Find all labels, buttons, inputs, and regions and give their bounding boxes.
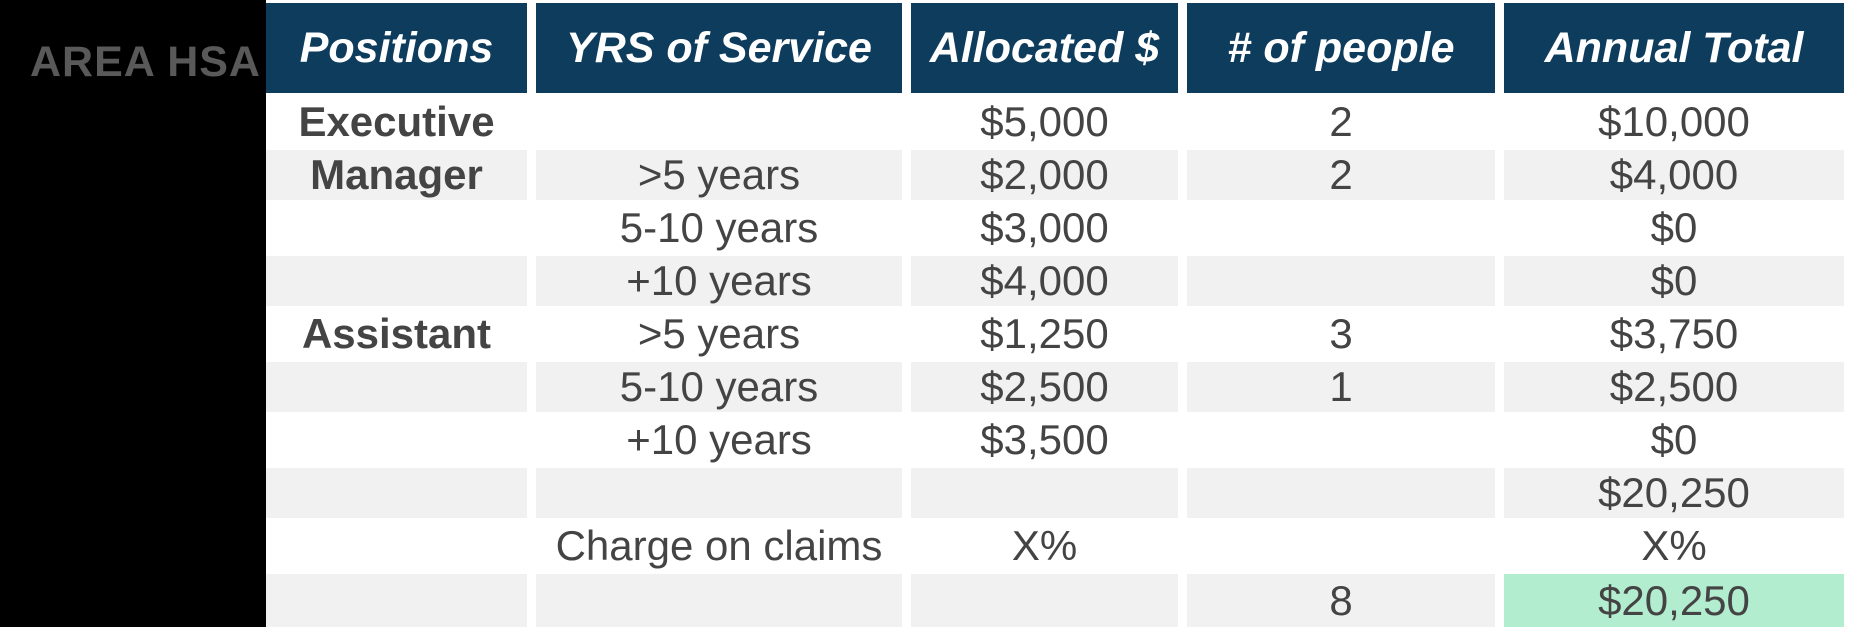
cell-allocated bbox=[911, 468, 1178, 518]
cell-people: 8 bbox=[1187, 574, 1495, 627]
cell-yrs-of-service: >5 years bbox=[536, 150, 902, 200]
cell-allocated: $4,000 bbox=[911, 256, 1178, 306]
column-header-yrs-of-service: YRS of Service bbox=[536, 3, 902, 93]
column-header-allocated: Allocated $ bbox=[911, 3, 1178, 93]
cell-annual-total: $0 bbox=[1650, 204, 1698, 251]
cell-position bbox=[266, 521, 527, 571]
area-hsa-label: AREA HSA bbox=[30, 38, 261, 86]
cell-annual-total: $10,000 bbox=[1598, 98, 1750, 145]
cell-annual-total: $20,250 bbox=[1504, 574, 1844, 627]
column-header-positions: Positions bbox=[266, 3, 527, 93]
cell-allocated: $2,000 bbox=[911, 150, 1178, 200]
table-row: +10 years $4,000 $0 bbox=[266, 256, 1850, 306]
cell-position: Manager bbox=[266, 150, 527, 200]
cell-annual-total: $0 bbox=[1504, 256, 1844, 306]
cell-yrs-of-service: +10 years bbox=[626, 416, 812, 463]
table-row: 5-10 years $2,500 1 $2,500 bbox=[266, 362, 1850, 412]
cell-position bbox=[266, 468, 527, 518]
hsa-allocation-table: Positions YRS of Service Allocated $ # o… bbox=[266, 3, 1850, 627]
cell-yrs-of-service: +10 years bbox=[536, 256, 902, 306]
table-body: Executive $5,000 2 $10,000 Manager >5 years $2… bbox=[266, 97, 1850, 627]
cell-allocated: X% bbox=[1011, 522, 1078, 569]
table-row: $20,250 bbox=[266, 468, 1850, 518]
cell-people: 2 bbox=[1187, 150, 1495, 200]
cell-people bbox=[1187, 415, 1495, 465]
table-header-row: Positions YRS of Service Allocated $ # o… bbox=[266, 3, 1850, 93]
cell-allocated: $2,500 bbox=[911, 362, 1178, 412]
table-row: Manager >5 years $2,000 2 $4,000 bbox=[266, 150, 1850, 200]
table-row: 8 $20,250 bbox=[266, 574, 1850, 627]
cell-yrs-of-service: 5-10 years bbox=[536, 362, 902, 412]
cell-position bbox=[266, 256, 527, 306]
table-row: Assistant >5 years $1,250 3 $3,750 bbox=[266, 309, 1850, 359]
cell-position: Executive bbox=[298, 98, 495, 145]
cell-annual-total: $20,250 bbox=[1504, 468, 1844, 518]
cell-yrs-of-service bbox=[536, 468, 902, 518]
cell-annual-total: $3,750 bbox=[1609, 310, 1739, 357]
cell-people: 3 bbox=[1329, 310, 1353, 357]
cell-yrs-of-service bbox=[536, 97, 902, 147]
table-row: +10 years $3,500 $0 bbox=[266, 415, 1850, 465]
cell-annual-total: $2,500 bbox=[1504, 362, 1844, 412]
sidebar: AREA HSA bbox=[0, 0, 266, 627]
cell-position bbox=[266, 203, 527, 253]
cell-allocated: $5,000 bbox=[980, 98, 1109, 145]
cell-yrs-of-service bbox=[536, 574, 902, 627]
cell-allocated: $1,250 bbox=[980, 310, 1109, 357]
cell-people bbox=[1187, 521, 1495, 571]
table-row: 5-10 years $3,000 $0 bbox=[266, 203, 1850, 253]
cell-annual-total: X% bbox=[1641, 522, 1707, 569]
cell-allocated: $3,500 bbox=[980, 416, 1109, 463]
cell-allocated bbox=[911, 574, 1178, 627]
cell-yrs-of-service: 5-10 years bbox=[619, 204, 819, 251]
cell-position bbox=[266, 362, 527, 412]
cell-people: 1 bbox=[1187, 362, 1495, 412]
cell-people bbox=[1187, 256, 1495, 306]
column-header-annual-total: Annual Total bbox=[1504, 3, 1844, 93]
cell-allocated: $3,000 bbox=[980, 204, 1109, 251]
cell-yrs-of-service: Charge on claims bbox=[555, 522, 883, 569]
table-row: Executive $5,000 2 $10,000 bbox=[266, 97, 1850, 147]
cell-position bbox=[266, 415, 527, 465]
cell-people: 2 bbox=[1329, 98, 1353, 145]
column-header-people: # of people bbox=[1187, 3, 1495, 93]
cell-annual-total: $0 bbox=[1650, 416, 1698, 463]
table-row: Charge on claims X% X% bbox=[266, 521, 1850, 571]
cell-position: Assistant bbox=[301, 310, 492, 357]
cell-people bbox=[1187, 203, 1495, 253]
cell-yrs-of-service: >5 years bbox=[637, 310, 801, 357]
cell-people bbox=[1187, 468, 1495, 518]
cell-annual-total: $4,000 bbox=[1504, 150, 1844, 200]
cell-position bbox=[266, 574, 527, 627]
